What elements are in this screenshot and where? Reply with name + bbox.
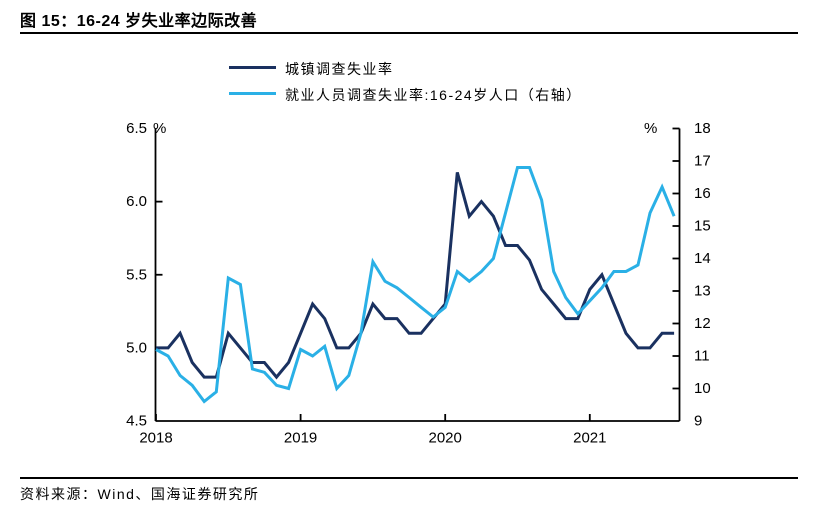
- right-axis-tick-label: 15: [694, 218, 711, 235]
- x-axis-tick-label: 2019: [284, 430, 317, 447]
- right-axis-tick-label: 12: [694, 315, 711, 332]
- legend-label-youth: 就业人员调查失业率:16-24岁人口（右轴）: [285, 87, 582, 103]
- right-axis-tick-label: 9: [694, 413, 702, 430]
- left-axis-tick-label: 5.5: [126, 266, 147, 283]
- series-line-urban-unemployment: [156, 172, 675, 380]
- right-axis-tick-label: 11: [694, 348, 710, 365]
- source-divider: [20, 477, 798, 479]
- legend-swatch-youth: [229, 92, 276, 95]
- right-axis-tick-label: 14: [694, 250, 711, 267]
- x-axis-tick-label: 2020: [429, 430, 462, 447]
- left-axis-tick-label: 6.0: [126, 193, 147, 210]
- x-axis-tick-label: 2018: [139, 430, 172, 447]
- right-axis-tick-label: 18: [694, 120, 711, 137]
- right-axis-tick-label: 13: [694, 283, 711, 300]
- title-divider: [20, 32, 798, 34]
- legend-label-urban: 城镇调查失业率: [285, 61, 394, 77]
- right-axis-tick-label: 10: [694, 380, 711, 397]
- figure-title: 图 15：16-24 岁失业率边际改善: [20, 13, 258, 30]
- x-axis-tick-label: 2021: [573, 430, 606, 447]
- right-axis-unit-label: %: [644, 120, 658, 137]
- left-axis-tick-label: 5.0: [126, 339, 147, 356]
- right-axis-tick-label: 16: [694, 185, 711, 202]
- left-axis-tick-label: 4.5: [126, 413, 147, 430]
- legend-swatch-urban: [229, 66, 276, 69]
- source-text: 资料来源：Wind、国海证券研究所: [20, 486, 260, 502]
- left-axis-tick-label: 6.5: [126, 120, 147, 137]
- right-axis-tick-label: 17: [694, 153, 711, 170]
- series-line-youth-unemployment: [155, 166, 676, 404]
